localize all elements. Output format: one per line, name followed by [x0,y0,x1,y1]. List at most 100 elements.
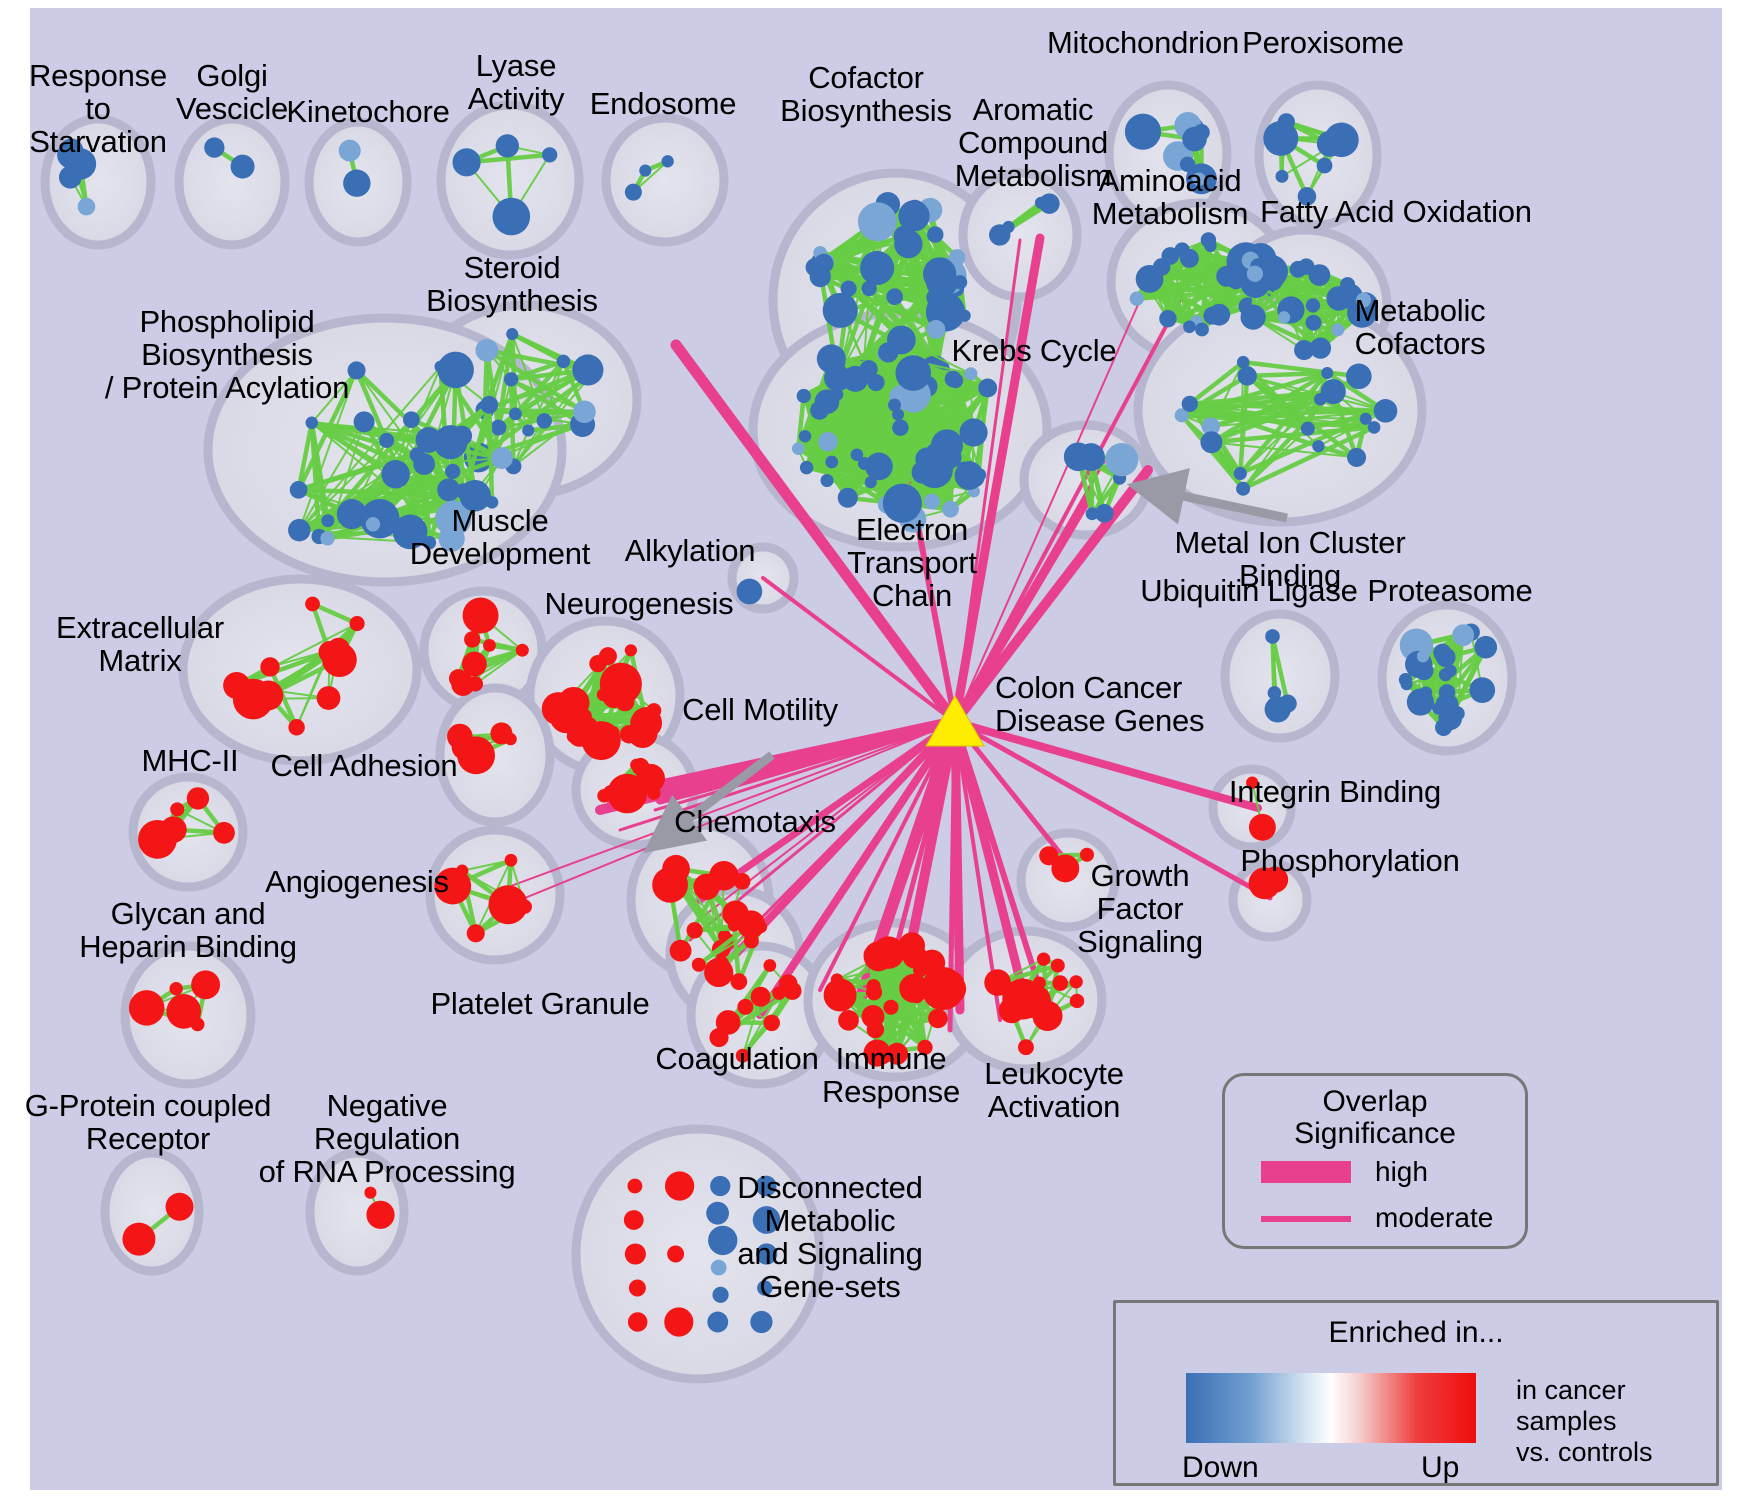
legend-overlap-significance: Overlap Significance high moderate [1222,1073,1528,1249]
gene-set-node [743,933,759,949]
gene-set-node [893,225,915,247]
gene-set-node [490,419,507,436]
cluster-label-krebs-cycle: Krebs Cycle [951,333,1117,368]
gene-set-node [664,1307,694,1337]
gene-set-node [709,861,739,891]
cluster-label-extracellular-matrix: Extracellular Matrix [56,610,224,678]
gene-set-node [1193,124,1210,141]
hub-edge [950,465,1153,727]
cluster-label-peroxisome: Peroxisome [1242,25,1404,60]
gene-set-node [480,395,499,414]
gene-set-node [1039,193,1060,214]
gene-set-node [895,355,932,391]
gene-set-edge [845,404,897,499]
gene-set-node [1050,958,1065,973]
gene-set-node [954,461,984,490]
gene-set-node [409,447,426,463]
gene-set-node [814,389,840,414]
hub-triangle-colon-cancer-disease-genes[interactable] [925,695,985,747]
gene-set-node [170,802,185,817]
cluster-label-disconnected-metabolic-and-signaling-gene-sets: Disconnected Metabolic and Signaling Gen… [737,1170,923,1304]
cluster-label-ubiquitin-ligase: Ubiquitin Ligase [1140,573,1358,608]
gene-set-node [959,418,988,447]
cluster-label-platelet-granule: Platelet Granule [430,986,650,1021]
gene-set-node [798,430,812,443]
cluster-label-integrin-binding: Integrin Binding [1228,774,1442,809]
legend-label-high: high [1375,1156,1428,1187]
gene-set-node [305,596,320,612]
hub-edge [953,238,1022,724]
gene-set-node [1236,355,1250,369]
gene-set-node [320,531,335,546]
gene-set-node [926,320,946,339]
gene-set-node [1094,503,1114,523]
gene-set-node [910,990,924,1004]
cluster-label-cofactor-biosynthesis: Cofactor Biosynthesis [780,60,952,128]
gene-set-edge [311,422,453,540]
gene-set-node [713,955,730,972]
gene-set-node [646,786,661,800]
cluster-label-phospholipid-biosynthesis-protein-acylation: Phospholipid Biosynthesis / Protein Acyl… [104,304,350,405]
gene-set-node [381,460,410,489]
gene-set-node [799,460,814,475]
gene-set-node [948,249,966,266]
gene-set-node [733,872,751,890]
gene-set-node [1469,677,1496,703]
gene-set-node [978,378,998,398]
gene-set-node [624,644,637,657]
gene-set-node [1036,952,1051,966]
gene-set-node [886,1042,909,1065]
gene-set-edge [741,996,762,1056]
gene-set-node [451,672,475,696]
cluster-label-muscle-development: Muscle Development [409,503,591,571]
gene-set-node [1237,366,1257,386]
gene-set-node [138,819,177,859]
gene-set-node [336,499,367,530]
gene-set-node [940,971,965,996]
gene-set-node [1406,688,1434,716]
gene-set-node [503,372,519,387]
gene-set-edge [511,333,546,422]
gene-set-node [1338,131,1353,146]
gene-set-node [488,885,528,925]
gene-set-node [902,944,928,969]
hub-node[interactable] [925,695,985,747]
gene-set-node [1140,267,1159,287]
gene-set-node [863,947,876,961]
gene-set-node [364,1186,377,1199]
gene-set-node [664,1171,695,1201]
cluster-label-endosome: Endosome [589,86,737,121]
gene-set-node [596,688,610,702]
gene-set-node [186,787,210,810]
gene-set-node [491,447,513,469]
hub-edge [756,718,959,1019]
gene-set-node [958,309,971,322]
gene-set-node [1277,113,1295,131]
gene-set-node [1159,309,1177,328]
gene-set-node [166,994,202,1029]
gene-set-node [850,448,864,461]
cluster-label-g-protein-coupled-receptor: G-Protein coupled Receptor [24,1088,272,1156]
gene-set-node [1205,308,1220,323]
gene-set-node [944,370,962,388]
gene-set-node [459,479,491,512]
gene-set-node [1192,172,1206,186]
gene-set-node [630,707,663,739]
gene-set-node [522,424,535,437]
gene-set-node [1265,629,1280,644]
gene-set-node [435,500,472,537]
gene-set-node [878,342,899,363]
gene-set-node [882,483,922,523]
gene-set-node [1314,393,1327,406]
gene-set-node [1359,412,1372,425]
gene-set-node [755,1243,778,1265]
gene-set-node [1444,664,1457,678]
gene-set-node [483,638,496,652]
legend-swatch-high [1261,1161,1351,1183]
gene-set-node [892,408,905,421]
gene-set-node [736,578,763,605]
gene-set-node [1200,431,1223,454]
gene-set-node [830,973,844,986]
gene-set-node [549,700,583,734]
